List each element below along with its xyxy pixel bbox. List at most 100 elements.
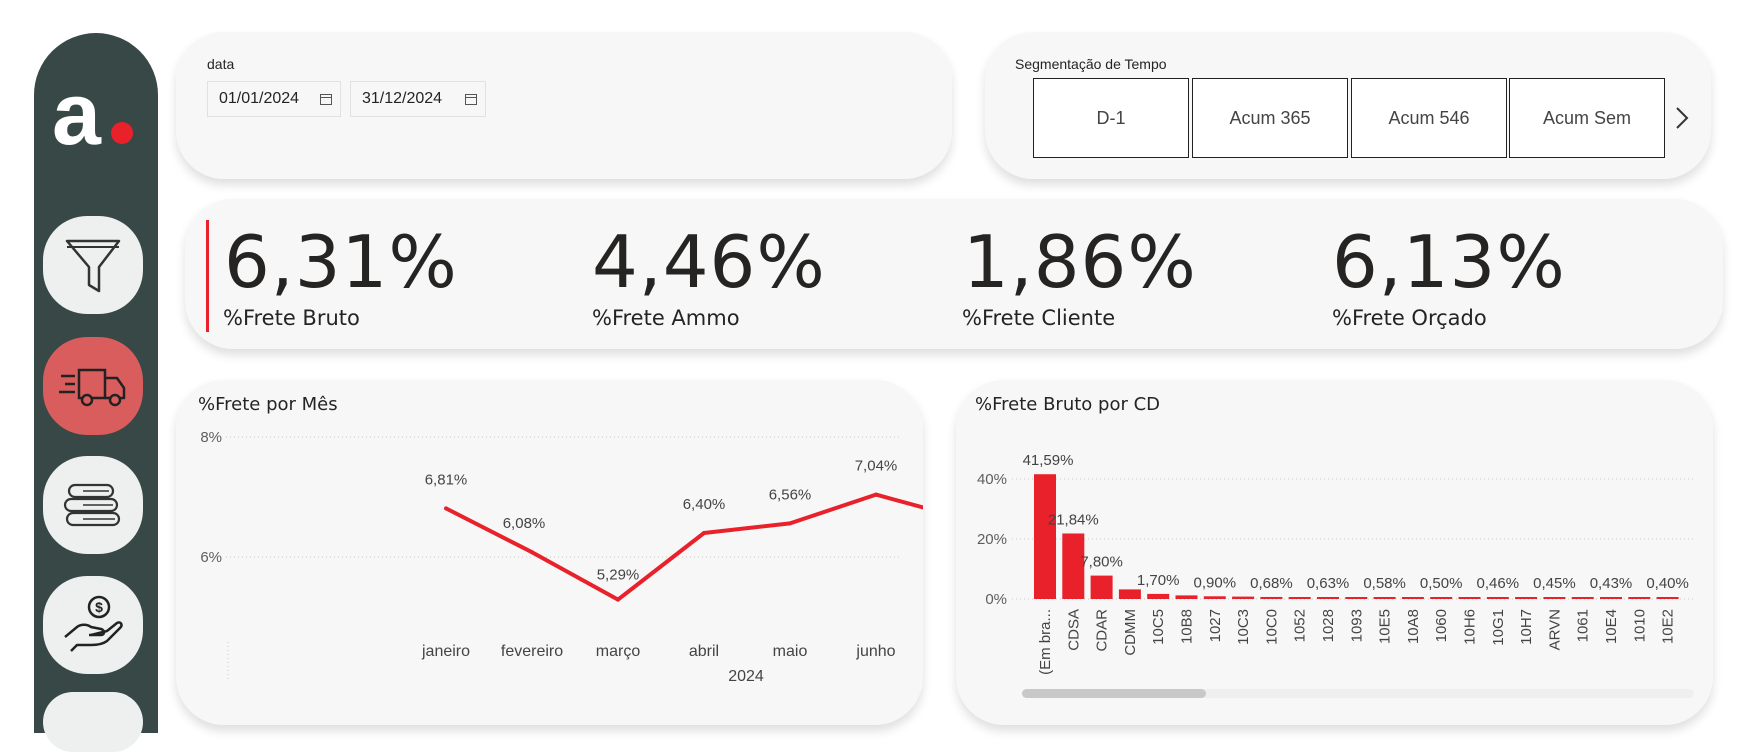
- chart-scrollbar-thumb[interactable]: [1022, 689, 1206, 698]
- y-tick-label: 20%: [977, 531, 1007, 548]
- x-tick-label: 1093: [1348, 609, 1365, 642]
- bar: [1458, 597, 1481, 599]
- bar: [1543, 597, 1566, 599]
- x-tick-label: 1028: [1320, 609, 1337, 642]
- y-tick-label: 40%: [977, 471, 1007, 488]
- bar: [1571, 597, 1594, 599]
- x-tick-label: 10C3: [1235, 609, 1252, 645]
- data-label: 5,29%: [597, 567, 640, 584]
- data-point: [702, 531, 706, 535]
- kpi-accent-bar: [206, 220, 209, 332]
- bar: [1317, 597, 1339, 599]
- bar: [1175, 595, 1198, 599]
- segment-option[interactable]: D-1: [1033, 78, 1189, 158]
- x-tick-label: (Em bra...: [1037, 609, 1054, 675]
- brand-logo: a: [52, 64, 101, 163]
- delivery-truck-icon: [59, 368, 126, 407]
- hand-money-icon: $: [64, 595, 123, 652]
- x-tick-label: abril: [689, 643, 719, 660]
- bar-chart: 0% 20% 40% 41,59% (Em bra... 21,84% CDSA 7,80% C…: [977, 452, 1694, 675]
- x-tick-label: ARVN: [1546, 609, 1563, 650]
- data-point: [788, 521, 792, 526]
- data-point: [444, 506, 448, 511]
- x-tick-label: janeiro: [421, 643, 470, 660]
- x-tick-label: 10C0: [1263, 609, 1280, 645]
- x-tick-label: março: [596, 643, 641, 660]
- end-date-value: 31/12/2024: [362, 90, 443, 107]
- data-label: 21,84%: [1048, 511, 1099, 528]
- bar: [1203, 596, 1226, 599]
- y-tick-label: 8%: [200, 429, 222, 446]
- kpi-value: 4,46%: [592, 220, 826, 304]
- kpi-label: %Frete Ammo: [592, 306, 740, 330]
- segment-option[interactable]: Acum 546: [1351, 78, 1507, 158]
- bar: [1628, 597, 1651, 599]
- x-tick-label: 10C5: [1150, 609, 1167, 645]
- start-date-value: 01/01/2024: [219, 90, 300, 107]
- bar: [1118, 589, 1141, 599]
- bar: [1430, 597, 1453, 599]
- x-tick-label: fevereiro: [501, 643, 563, 660]
- chevron-right-icon[interactable]: [1673, 106, 1691, 130]
- x-tick-label: 10E5: [1377, 609, 1394, 644]
- nav-products-button[interactable]: [43, 456, 143, 554]
- bar: [1288, 597, 1311, 599]
- x-axis-title: 2024: [728, 668, 764, 685]
- x-tick-label: maio: [773, 643, 808, 660]
- bar-chart-title: %Frete Bruto por CD: [975, 394, 1161, 415]
- calendar-icon[interactable]: [465, 94, 477, 105]
- data-label: 0,45%: [1533, 575, 1576, 592]
- x-tick-label: CDSA: [1065, 609, 1082, 651]
- bar: [1486, 597, 1509, 599]
- data-point: [616, 597, 620, 602]
- x-tick-label: 10E2: [1660, 609, 1677, 644]
- data-label: 6,08%: [503, 515, 546, 532]
- bar: [1090, 575, 1113, 599]
- data-label: 1,70%: [1137, 572, 1180, 589]
- kpi-label: %Frete Cliente: [962, 306, 1116, 330]
- nav-more-button[interactable]: [43, 692, 143, 752]
- line-chart: 6% 8% 6,81% janeiro 6,08% fevereiro 5,29% março…: [200, 429, 923, 685]
- y-tick-label: 0%: [985, 591, 1007, 608]
- data-label: 0,63%: [1307, 575, 1350, 592]
- segment-option[interactable]: Acum Sem: [1509, 78, 1665, 158]
- x-tick-label: 1010: [1631, 609, 1648, 642]
- x-tick-label: 10G1: [1490, 609, 1507, 646]
- x-tick-label: 1060: [1433, 609, 1450, 642]
- start-date-input[interactable]: 01/01/2024: [207, 81, 341, 117]
- kpi-value: 1,86%: [963, 220, 1197, 304]
- bar: [1515, 597, 1538, 599]
- chart-scrollbar-track[interactable]: [1022, 689, 1694, 698]
- x-tick-label: 10H6: [1462, 609, 1479, 645]
- data-label: 0,43%: [1590, 575, 1633, 592]
- calendar-icon[interactable]: [320, 94, 332, 105]
- bar: [1147, 593, 1170, 599]
- kpi-value: 6,31%: [224, 220, 458, 304]
- x-tick-label: 10H7: [1518, 609, 1535, 645]
- nav-finance-button[interactable]: $: [43, 576, 143, 674]
- bar: [1034, 474, 1056, 599]
- line-chart-title: %Frete por Mês: [198, 394, 338, 415]
- data-label: 0,40%: [1646, 575, 1689, 592]
- nav-filter-button[interactable]: [43, 216, 143, 314]
- data-label: 0,50%: [1420, 575, 1463, 592]
- x-tick-label: 10B8: [1179, 609, 1196, 644]
- kpi-label: %Frete Bruto: [223, 306, 360, 330]
- data-label: 0,90%: [1194, 574, 1237, 591]
- brand-logo-dot: [111, 122, 133, 144]
- segment-option[interactable]: Acum 365: [1192, 78, 1348, 158]
- data-label: 7,80%: [1080, 554, 1123, 571]
- data-label: 0,46%: [1477, 575, 1520, 592]
- data-label: 0,58%: [1363, 575, 1406, 592]
- nav-freight-button[interactable]: [43, 337, 143, 435]
- end-date-input[interactable]: 31/12/2024: [350, 81, 486, 117]
- kpi-card: [185, 199, 1723, 349]
- x-tick-label: 1061: [1575, 609, 1592, 642]
- data-label: 6,40%: [683, 496, 726, 513]
- bar: [1600, 597, 1622, 599]
- bar: [1260, 596, 1283, 599]
- bar: [1373, 597, 1396, 599]
- bar: [1345, 597, 1368, 599]
- x-tick-label: CDAR: [1094, 609, 1111, 652]
- data-point: [530, 550, 534, 555]
